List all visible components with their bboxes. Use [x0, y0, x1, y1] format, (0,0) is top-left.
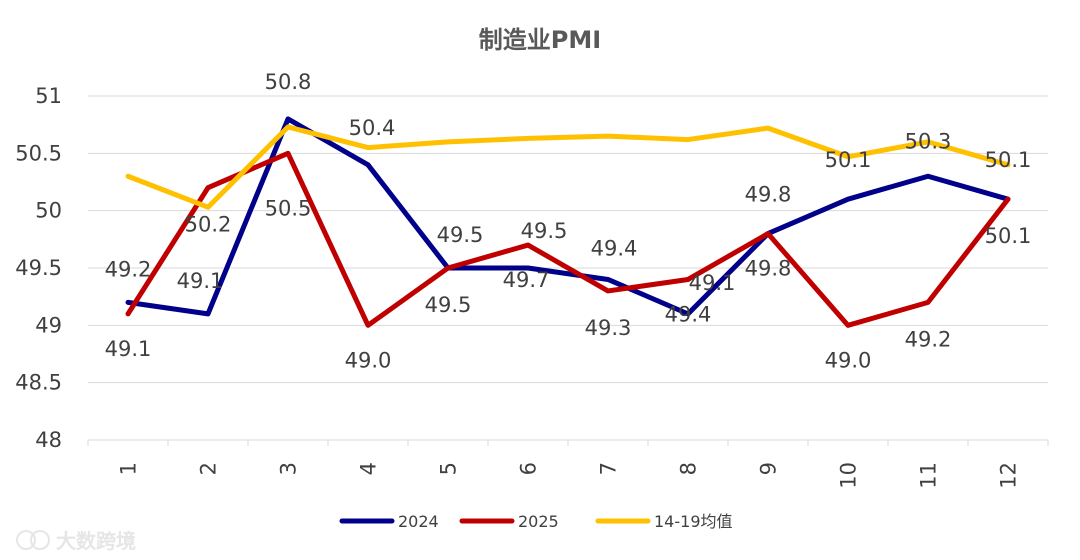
x-tick-label: 10 — [836, 462, 860, 489]
data-label: 49.1 — [177, 269, 224, 293]
data-label: 49.2 — [105, 257, 152, 281]
x-tick-label: 9 — [756, 462, 780, 475]
y-tick-label: 48.5 — [15, 371, 62, 395]
y-tick-label: 48 — [35, 428, 62, 452]
data-label: 50.8 — [265, 70, 312, 94]
series-line-2024 — [125, 116, 1011, 317]
legend-label: 2025 — [518, 512, 559, 531]
x-axis-ticks: 1 2 3 4 5 6 7 8 9 10 11 12 — [87, 440, 1049, 489]
data-label: 49.4 — [665, 302, 712, 326]
series-line-14-19均值 — [125, 124, 1011, 210]
data-labels: 49.2 49.1 50.8 50.4 49.5 49.5 49.4 49.1 49.8 50.1… — [105, 70, 1032, 372]
x-tick-label: 2 — [196, 462, 220, 475]
data-label: 49.5 — [425, 293, 472, 317]
data-label: 49.5 — [521, 219, 568, 243]
legend-item-2025: 2025 — [459, 512, 559, 531]
legend-label: 14-19均值 — [654, 512, 733, 531]
series-lines — [125, 116, 1011, 328]
data-label: 49.3 — [585, 316, 632, 340]
data-label: 49.8 — [745, 257, 792, 281]
y-tick-label: 50.5 — [15, 141, 62, 165]
data-label: 49.7 — [503, 268, 550, 292]
data-label: 49.1 — [689, 271, 736, 295]
legend-label: 2024 — [398, 512, 439, 531]
data-label: 50.5 — [265, 196, 312, 220]
y-tick-label: 49.5 — [15, 256, 62, 280]
data-label: 49.1 — [105, 337, 152, 361]
legend-item-2024: 2024 — [339, 512, 439, 531]
watermark-logo-icon — [16, 530, 50, 550]
legend-item-14-19均值: 14-19均值 — [595, 512, 733, 531]
data-label: 50.4 — [349, 116, 396, 140]
x-tick-label: 11 — [916, 462, 940, 489]
y-tick-label: 49 — [35, 313, 62, 337]
watermark: 大数跨境 — [16, 529, 136, 553]
data-label: 49.0 — [345, 348, 392, 372]
x-tick-label: 6 — [516, 462, 540, 475]
data-label: 50.3 — [905, 129, 952, 153]
y-axis-ticks: 48 48.5 49 49.5 50 50.5 51 — [15, 84, 62, 452]
x-tick-label: 1 — [116, 462, 140, 475]
data-label: 49.4 — [591, 236, 638, 260]
legend: 2024 2025 14-19均值 — [339, 512, 733, 531]
x-tick-label: 3 — [276, 462, 300, 475]
data-label: 50.1 — [985, 148, 1032, 172]
data-label: 49.2 — [905, 327, 952, 351]
y-tick-label: 50 — [35, 199, 62, 223]
data-label: 49.5 — [437, 223, 484, 247]
x-tick-label: 4 — [356, 462, 380, 475]
data-label: 49.0 — [825, 348, 872, 372]
data-label: 50.1 — [985, 224, 1032, 248]
x-tick-label: 7 — [596, 462, 620, 475]
watermark-text: 大数跨境 — [56, 529, 136, 553]
x-tick-label: 5 — [436, 462, 460, 475]
data-label: 49.8 — [745, 183, 792, 207]
chart-title: 制造业PMI — [479, 26, 601, 54]
y-tick-label: 51 — [35, 84, 62, 108]
data-label: 50.1 — [825, 148, 872, 172]
x-tick-label: 8 — [676, 462, 700, 475]
series-line-2025 — [125, 150, 1011, 328]
data-label: 50.2 — [185, 213, 232, 237]
x-tick-label: 12 — [996, 462, 1020, 489]
